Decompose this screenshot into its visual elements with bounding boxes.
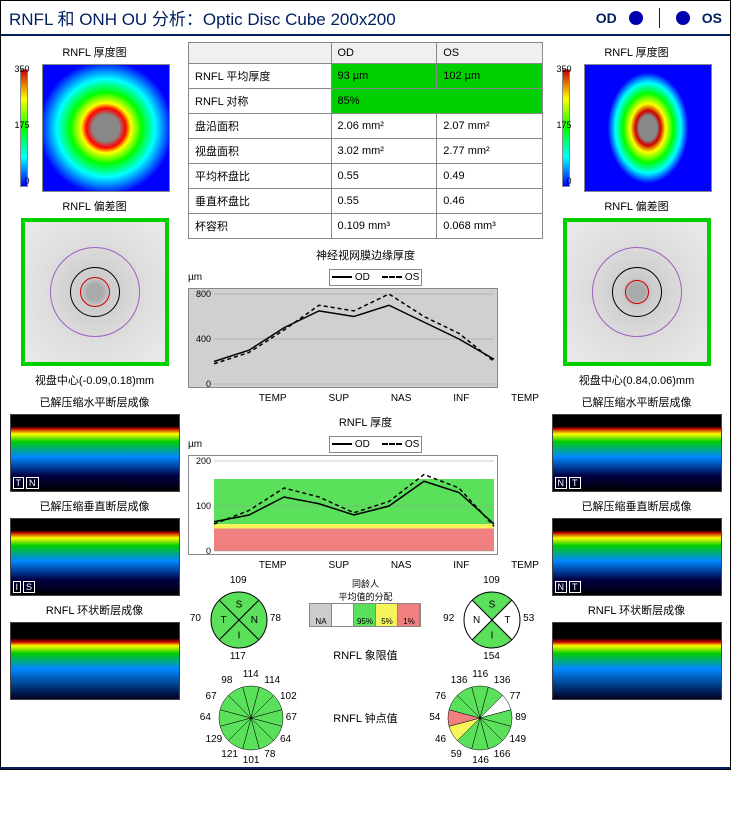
od-horiz-scan: TN <box>10 414 180 492</box>
os-thickness-map: 350 175 0 <box>562 64 712 192</box>
os-column: RNFL 厚度图 350 175 0 RNFL 偏差图 视盘中心(0 <box>549 42 724 761</box>
od-dot-icon <box>629 11 643 25</box>
svg-text:0: 0 <box>206 379 211 388</box>
svg-text:T: T <box>504 615 510 626</box>
svg-text:S: S <box>489 600 496 611</box>
horiz-scan-label: 已解压缩水平断层成像 <box>40 394 150 410</box>
os-clock: 116136778914916614659465476136 <box>437 675 523 761</box>
quadrant-label: RNFL 象限值 <box>309 647 421 663</box>
content: RNFL 厚度图 350 175 0 RNFL 偏差图 视盘中心(- <box>1 36 730 769</box>
eye-legend: OD OS <box>596 8 722 28</box>
svg-text:N: N <box>473 615 480 626</box>
thickness-heatmap <box>584 64 712 192</box>
rnfl-chart-svg: 0 100 200 <box>188 455 498 555</box>
distribution-legend: NA95%5%1% <box>309 603 421 627</box>
page-title: RNFL 和 ONH OU 分析：Optic Disc Cube 200x200 <box>9 5 596 30</box>
svg-text:800: 800 <box>196 289 211 299</box>
vert-scan-label: 已解压缩垂直断层成像 <box>40 498 150 514</box>
ring-scan-label: RNFL 环状断层成像 <box>46 602 143 618</box>
svg-text:I: I <box>237 630 240 641</box>
deviation-map-label: RNFL 偏差图 <box>62 198 126 214</box>
dist-title: 同龄人 平均值的分配 <box>309 577 421 603</box>
rim-chart-svg: 0 400 800 <box>188 288 498 388</box>
svg-text:S: S <box>235 600 242 611</box>
rim-thickness-chart: 神经视网膜边缘厚度 µm OD OS 0400800 TEMPSUPNASINF… <box>188 243 543 406</box>
os-deviation-map <box>563 218 711 366</box>
os-dot-icon <box>676 11 690 25</box>
od-vert-scan: IS <box>10 518 180 596</box>
od-thickness-map: 350 175 0 <box>20 64 170 192</box>
clock-label: RNFL 钟点值 <box>333 710 397 726</box>
os-quadrant: STIN1099215453 <box>461 589 523 651</box>
od-disc-center: 视盘中心(-0.09,0.18)mm <box>35 372 154 388</box>
od-column: RNFL 厚度图 350 175 0 RNFL 偏差图 视盘中心(- <box>7 42 182 761</box>
thickness-heatmap <box>42 64 170 192</box>
svg-text:0: 0 <box>206 546 211 555</box>
report-page: RNFL 和 ONH OU 分析：Optic Disc Cube 200x200… <box>0 0 731 770</box>
rnfl-thickness-chart: RNFL 厚度 µm OD OS 0100200 TEMPSUPNASINFTE… <box>188 410 543 573</box>
svg-text:N: N <box>251 615 258 626</box>
svg-text:200: 200 <box>196 456 211 466</box>
od-quadrant: SNIT1097811770 <box>208 589 270 651</box>
colorbar: 350 175 0 <box>20 64 40 192</box>
os-disc-center: 视盘中心(0.84,0.06)mm <box>579 372 695 388</box>
od-deviation-map <box>21 218 169 366</box>
os-horiz-scan: NT <box>552 414 722 492</box>
svg-text:400: 400 <box>196 334 211 344</box>
od-ring-scan <box>10 622 180 700</box>
os-vert-scan: NT <box>552 518 722 596</box>
clock-row: 114114102676478101121129646798 RNFL 钟点值 … <box>188 675 543 761</box>
quadrant-row: SNIT1097811770 同龄人 平均值的分配 NA95%5%1% RNFL… <box>188 577 543 663</box>
od-label: OD <box>596 10 617 26</box>
thickness-map-label: RNFL 厚度图 <box>62 44 126 60</box>
os-ring-scan <box>552 622 722 700</box>
header: RNFL 和 ONH OU 分析：Optic Disc Cube 200x200… <box>1 1 730 36</box>
svg-text:I: I <box>491 630 494 641</box>
line-legend: OD OS <box>329 269 422 286</box>
od-clock: 114114102676478101121129646798 <box>208 675 294 761</box>
os-label: OS <box>702 10 722 26</box>
separator <box>659 8 660 28</box>
svg-text:T: T <box>220 615 226 626</box>
center-column: ODOS RNFL 平均厚度93 µm102 µmRNFL 对称85%盘沿面积2… <box>188 42 543 761</box>
svg-text:100: 100 <box>196 501 211 511</box>
onh-table: ODOS RNFL 平均厚度93 µm102 µmRNFL 对称85%盘沿面积2… <box>188 42 543 239</box>
